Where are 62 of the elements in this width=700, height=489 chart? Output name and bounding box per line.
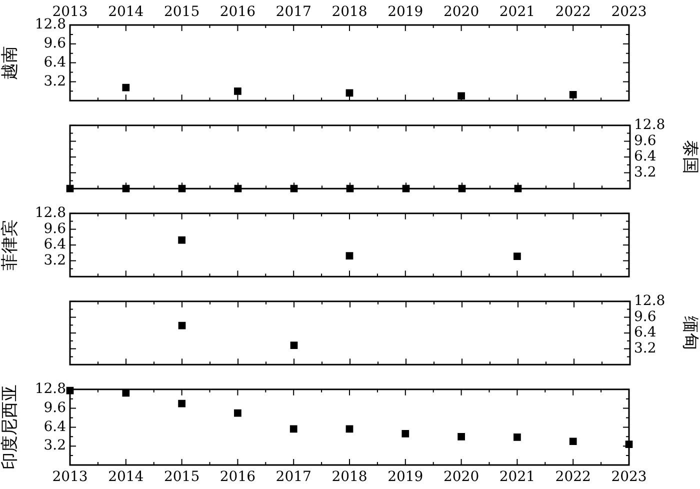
y2-tick-label: 6.4 — [634, 324, 656, 341]
x-tick-label: 2018 — [332, 469, 368, 486]
point — [234, 87, 242, 95]
x-tick-label: 2017 — [276, 469, 312, 486]
y2-tick-label: 3.2 — [634, 340, 656, 356]
x2-tick-label: 2019 — [388, 4, 424, 20]
x2-tick-label: 2021 — [499, 4, 536, 20]
y-axis-title: 印度尼西亚 — [0, 384, 19, 470]
point — [458, 92, 465, 100]
y-tick-label: 9.6 — [44, 220, 66, 237]
x2-tick-label: 2014 — [108, 4, 144, 20]
point — [402, 430, 410, 438]
y2-tick-label: 6.4 — [634, 148, 656, 165]
y2-tick-label: 12.8 — [634, 117, 666, 134]
y-tick-label: 12.8 — [34, 16, 66, 33]
y-tick-label: 3.2 — [44, 438, 66, 454]
x-tick-label: 2020 — [443, 469, 480, 486]
point — [346, 89, 354, 97]
point — [346, 252, 354, 260]
point — [346, 425, 354, 433]
point — [514, 434, 521, 441]
x-tick-label: 2021 — [499, 469, 536, 486]
x-tick-label: 2013 — [52, 469, 88, 486]
y-axis-title: 菲律宾 — [0, 220, 19, 270]
point — [234, 409, 242, 417]
x2-tick-label: 2023 — [611, 4, 647, 20]
y2-axis-title: 泰国 — [681, 140, 700, 174]
x2-tick-label: 2018 — [332, 4, 368, 20]
point — [122, 84, 130, 92]
x-tick-label: 2022 — [555, 469, 591, 486]
y-tick-label: 3.2 — [44, 252, 66, 268]
x2-tick-label: 2017 — [276, 4, 312, 20]
x2-tick-label: 2016 — [220, 4, 256, 20]
y-tick-label: 9.6 — [44, 400, 66, 416]
y-tick-label: 12.8 — [34, 381, 66, 398]
x-tick-label: 2014 — [108, 469, 144, 486]
point — [290, 425, 298, 433]
y2-tick-label: 12.8 — [634, 293, 666, 310]
y2-axis-title: 缅甸 — [681, 316, 700, 350]
x-tick-label: 2019 — [388, 469, 424, 486]
y2-tick-label: 9.6 — [634, 132, 656, 149]
y-tick-label: 3.2 — [44, 73, 66, 90]
y2-tick-label: 9.6 — [634, 308, 656, 325]
y-tick-label: 6.4 — [44, 418, 66, 435]
point — [178, 236, 186, 244]
y-tick-label: 6.4 — [44, 236, 66, 253]
x-tick-label: 2023 — [611, 469, 647, 486]
point — [514, 252, 521, 260]
y-tick-label: 6.4 — [44, 54, 66, 70]
point — [178, 400, 186, 408]
y-axis-title: 越南 — [0, 46, 19, 80]
point — [569, 438, 577, 446]
x-tick-label: 2016 — [220, 469, 256, 486]
x2-tick-label: 2020 — [443, 4, 480, 20]
point — [569, 91, 577, 98]
y-tick-label: 12.8 — [34, 205, 66, 222]
y-tick-label: 9.6 — [44, 36, 66, 52]
x-tick-label: 2015 — [164, 469, 200, 486]
y2-tick-label: 3.2 — [634, 164, 656, 180]
x2-tick-label: 2022 — [555, 4, 591, 20]
point — [458, 432, 465, 440]
x2-tick-label: 2015 — [164, 4, 200, 20]
